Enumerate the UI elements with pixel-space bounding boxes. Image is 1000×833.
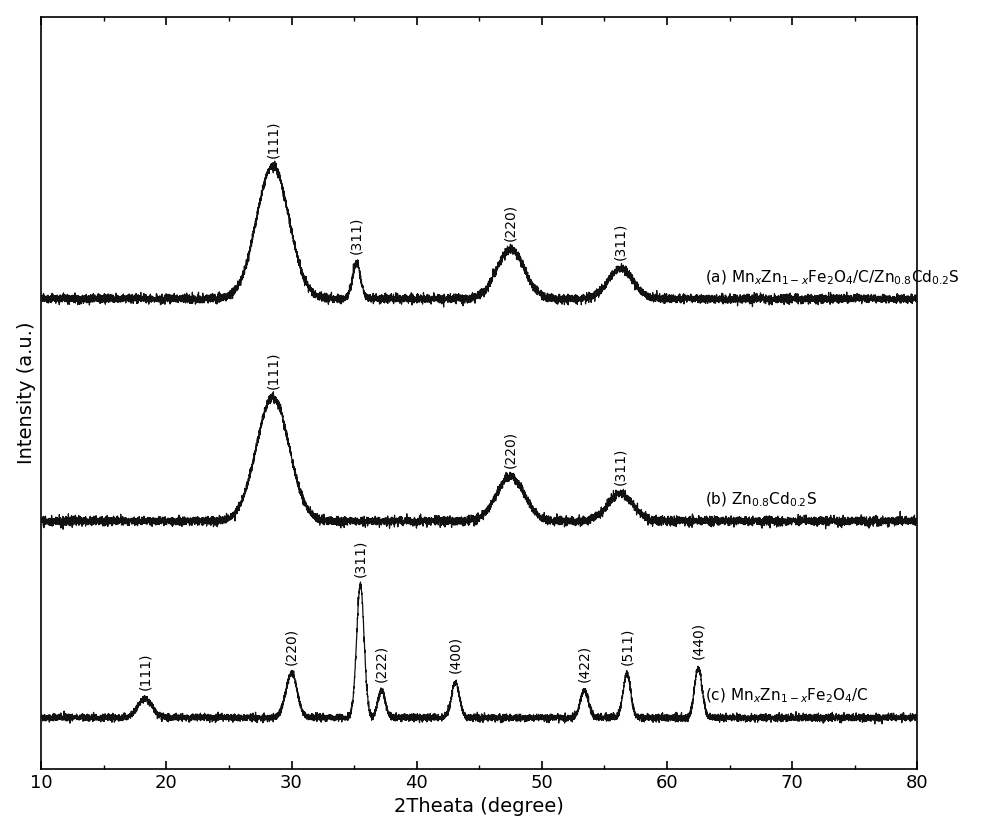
Text: (220): (220) [285,627,299,665]
Text: (c) Mn$_x$Zn$_{1-x}$Fe$_2$O$_4$/C: (c) Mn$_x$Zn$_{1-x}$Fe$_2$O$_4$/C [705,687,868,706]
Text: (511): (511) [620,627,634,665]
Text: (311): (311) [614,448,628,485]
Text: (222): (222) [375,645,389,681]
Text: (311): (311) [353,539,367,576]
Text: (a) Mn$_x$Zn$_{1-x}$Fe$_2$O$_4$/C/Zn$_{0.8}$Cd$_{0.2}$S: (a) Mn$_x$Zn$_{1-x}$Fe$_2$O$_4$/C/Zn$_{0… [705,268,959,287]
Text: (311): (311) [614,223,628,260]
Text: (400): (400) [448,636,462,673]
Text: (111): (111) [266,351,280,388]
Text: (111): (111) [266,120,280,157]
Text: (b) Zn$_{0.8}$Cd$_{0.2}$S: (b) Zn$_{0.8}$Cd$_{0.2}$S [705,491,817,509]
Text: (220): (220) [504,203,518,241]
Text: (440): (440) [691,622,705,660]
Text: (111): (111) [138,653,152,691]
Text: (422): (422) [577,645,591,681]
Text: (311): (311) [350,217,364,254]
Y-axis label: Intensity (a.u.): Intensity (a.u.) [17,322,36,464]
Text: (220): (220) [504,431,518,468]
X-axis label: 2Theata (degree): 2Theata (degree) [394,797,564,816]
